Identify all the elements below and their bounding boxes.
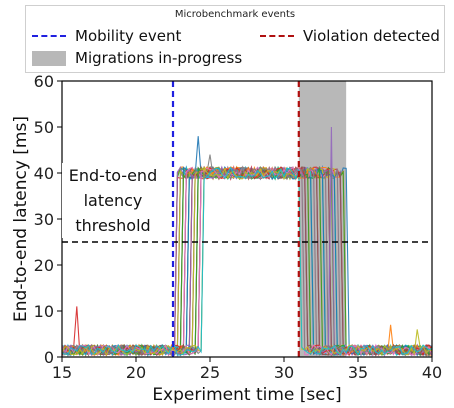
threshold-annotation: End-to-end latency threshold	[62, 163, 164, 238]
y-axis-label: End-to-end latency [ms]	[11, 116, 31, 322]
x-tick-label: 20	[126, 363, 146, 382]
reference-lines	[62, 81, 432, 357]
dashed-line-icon	[260, 35, 294, 37]
y-tick-label: 60	[34, 72, 54, 91]
legend-title: Microbenchmark events	[174, 9, 296, 20]
y-tick-label: 10	[34, 302, 54, 321]
x-tick-label: 30	[274, 363, 294, 382]
threshold-label-line-2: latency	[83, 191, 143, 210]
x-tick-label: 15	[52, 363, 72, 382]
legend-item-migrations: Migrations in-progress	[32, 49, 242, 67]
x-axis-label: Experiment time [sec]	[152, 385, 341, 405]
x-tick-label: 40	[422, 363, 442, 382]
dashed-line-icon	[32, 35, 66, 37]
legend-label-migrations: Migrations in-progress	[75, 49, 243, 67]
y-tick-label: 50	[34, 118, 54, 137]
y-tick-label: 20	[34, 256, 54, 275]
legend-item-mobility: Mobility event	[32, 27, 181, 45]
x-tick-label: 35	[348, 363, 368, 382]
legend-label-mobility: Mobility event	[75, 27, 182, 45]
series-line	[61, 166, 433, 357]
legend-label-violation: Violation detected	[303, 27, 440, 45]
series-line	[61, 166, 433, 356]
series-line	[61, 126, 433, 357]
gray-patch-icon	[32, 50, 66, 66]
threshold-label-line-3: threshold	[75, 216, 151, 235]
y-tick-label: 40	[34, 164, 54, 183]
y-tick-label: 0	[44, 348, 54, 367]
y-tick-label: 30	[34, 210, 54, 229]
legend-item-violation: Violation detected	[260, 27, 440, 45]
x-tick-label: 25	[200, 363, 220, 382]
legend: Microbenchmark events Mobility event Vio…	[25, 5, 445, 73]
axis-ticks: 15 20 25 30 35 40 0 10 20 30 40 50 60	[34, 72, 443, 382]
threshold-label-line-1: End-to-end	[68, 166, 158, 185]
series-layer	[61, 126, 433, 357]
